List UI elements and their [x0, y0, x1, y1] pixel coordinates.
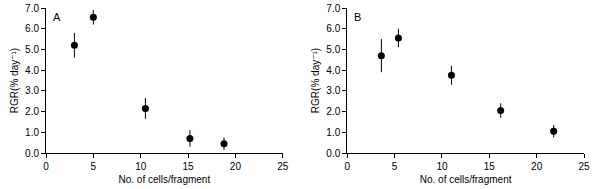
- svg-text:0.0: 0.0: [25, 148, 39, 159]
- svg-text:0: 0: [344, 161, 350, 172]
- svg-text:RGR(% day⁻¹): RGR(% day⁻¹): [310, 48, 321, 113]
- svg-text:7.0: 7.0: [25, 3, 39, 14]
- svg-text:5: 5: [392, 161, 398, 172]
- svg-text:7.0: 7.0: [326, 3, 340, 14]
- svg-text:25: 25: [277, 161, 289, 172]
- svg-text:5.0: 5.0: [25, 44, 39, 55]
- svg-text:20: 20: [230, 161, 242, 172]
- svg-text:No. of cells/fragment: No. of cells/fragment: [119, 174, 211, 185]
- svg-text:6.0: 6.0: [326, 23, 340, 34]
- svg-text:2.0: 2.0: [326, 106, 340, 117]
- svg-text:1.0: 1.0: [25, 127, 39, 138]
- svg-text:4.0: 4.0: [25, 65, 39, 76]
- svg-text:0.0: 0.0: [326, 148, 340, 159]
- svg-text:15: 15: [484, 161, 496, 172]
- svg-text:20: 20: [531, 161, 543, 172]
- svg-text:5: 5: [91, 161, 97, 172]
- svg-text:4.0: 4.0: [326, 65, 340, 76]
- svg-text:3.0: 3.0: [25, 85, 39, 96]
- svg-text:10: 10: [436, 161, 448, 172]
- svg-text:A: A: [53, 11, 61, 23]
- svg-text:25: 25: [578, 161, 590, 172]
- svg-text:3.0: 3.0: [326, 85, 340, 96]
- svg-text:10: 10: [135, 161, 147, 172]
- svg-text:2.0: 2.0: [25, 106, 39, 117]
- svg-text:5.0: 5.0: [326, 44, 340, 55]
- svg-text:1.0: 1.0: [326, 127, 340, 138]
- svg-text:No. of cells/fragment: No. of cells/fragment: [420, 174, 512, 185]
- svg-text:RGR(% day⁻¹): RGR(% day⁻¹): [9, 48, 20, 113]
- svg-text:6.0: 6.0: [25, 23, 39, 34]
- svg-text:15: 15: [182, 161, 194, 172]
- svg-text:0: 0: [43, 161, 49, 172]
- svg-text:B: B: [354, 11, 361, 23]
